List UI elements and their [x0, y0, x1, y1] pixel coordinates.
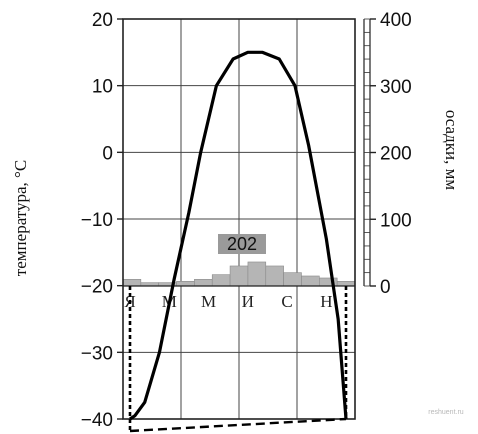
- precip-bar: [122, 279, 142, 287]
- precip-bar: [265, 265, 284, 287]
- precipitation-tick-label: 0: [380, 277, 391, 298]
- precipitation-tick-label: 400: [380, 10, 412, 31]
- month-label: Н: [320, 292, 332, 311]
- max-precip-label-bg: [218, 234, 266, 254]
- precip-bar: [336, 281, 356, 287]
- max-precip-label: 202: [227, 234, 257, 254]
- precip-bar: [194, 279, 213, 287]
- precip-bar: [211, 274, 231, 287]
- temperature-tick-label: 10: [92, 77, 113, 98]
- precipitation-axis: 400 300 200 100 0: [363, 10, 412, 298]
- temperature-tick-label: −10: [81, 210, 113, 231]
- watermark: reshuent.ru: [428, 409, 464, 416]
- temperature-tick-label: 20: [92, 10, 113, 31]
- temperature-tick-label: −40: [81, 410, 113, 431]
- precip-bar: [301, 275, 320, 287]
- precipitation-tick-label: 200: [380, 144, 412, 165]
- month-label: С: [281, 292, 292, 311]
- temperature-tick-label: 0: [102, 143, 113, 164]
- precip-bar: [176, 281, 195, 287]
- precip-bar: [283, 272, 302, 287]
- precipitation-tick-label: 300: [380, 77, 412, 98]
- temperature-axis: 20 10 0 −10 −20 −30 −40: [81, 10, 123, 431]
- precipitation-bars: [122, 261, 356, 287]
- precip-bar: [229, 265, 249, 287]
- month-label: М: [201, 292, 216, 311]
- frost-connector-line: [129, 417, 347, 433]
- temperature-tick-label: −20: [81, 277, 113, 298]
- y-axis-label-left: температура, °С: [11, 160, 30, 276]
- temperature-line-group: [129, 50, 348, 421]
- temperature-line: [129, 50, 348, 421]
- temperature-tick-label: −30: [81, 343, 113, 364]
- max-precip-annotation: 202: [218, 234, 266, 254]
- month-label: И: [242, 292, 254, 311]
- precipitation-tick-label: 100: [380, 210, 412, 231]
- frost-lines: [128, 286, 348, 433]
- precip-bar: [247, 261, 267, 287]
- y-axis-label-right: осадки, мм: [442, 110, 461, 190]
